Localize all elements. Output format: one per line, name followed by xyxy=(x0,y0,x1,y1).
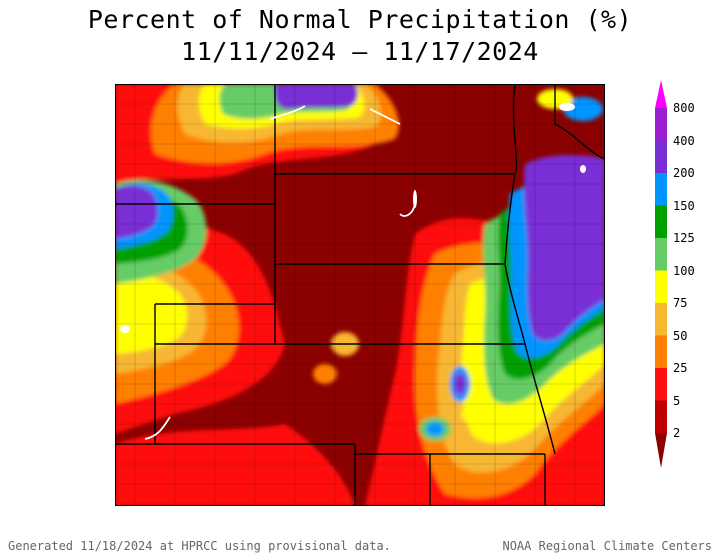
purple-zone-east xyxy=(523,154,605,341)
legend-label: 125 xyxy=(673,231,695,245)
legend-label: 150 xyxy=(673,198,695,213)
legend-swatch xyxy=(655,205,667,238)
legend-label: 5 xyxy=(673,393,681,408)
legend-swatch xyxy=(655,270,667,303)
spot-purple xyxy=(454,373,466,395)
state-boundaries xyxy=(115,84,605,506)
legend-label: 2 xyxy=(673,426,681,440)
spot-yellow xyxy=(461,404,489,424)
purple-zone-west xyxy=(115,185,158,239)
legend-swatch xyxy=(655,400,667,433)
legend-swatch xyxy=(655,303,667,336)
legend-label: 75 xyxy=(673,296,688,310)
legend-label: 50 xyxy=(673,328,688,343)
legend-swatch xyxy=(655,238,667,271)
legend-label: 800 xyxy=(673,101,695,115)
spot-ne-blue xyxy=(563,97,603,121)
purple-zone-north xyxy=(274,84,358,110)
footer-generated-note: Generated 11/18/2024 at HPRCC using prov… xyxy=(8,539,391,553)
map-date-range: 11/11/2024 – 11/17/2024 xyxy=(181,37,539,66)
legend-swatch xyxy=(655,335,667,368)
spot-blue2 xyxy=(426,422,444,436)
legend-swatch xyxy=(655,368,667,401)
spot-orange2 xyxy=(313,364,337,384)
legend-label: 25 xyxy=(673,361,688,375)
legend-arrow-bottom xyxy=(655,433,667,468)
color-legend xyxy=(655,80,667,468)
legend-swatch xyxy=(655,173,667,206)
legend-label: 400 xyxy=(673,133,695,148)
lakes xyxy=(120,103,586,333)
legend-arrow-top xyxy=(655,80,667,108)
county-grid xyxy=(115,84,605,506)
map-title: Percent of Normal Precipitation (%) xyxy=(87,5,633,34)
precipitation-map xyxy=(115,84,605,506)
legend-label: 200 xyxy=(673,166,695,180)
footer-credit: NOAA Regional Climate Centers xyxy=(502,539,712,553)
yellow-zone-west xyxy=(115,272,188,354)
legend-swatch xyxy=(655,140,667,173)
rivers xyxy=(144,105,416,440)
map-border xyxy=(115,84,605,506)
legend-swatch xyxy=(655,108,667,141)
legend-label: 100 xyxy=(673,263,695,278)
